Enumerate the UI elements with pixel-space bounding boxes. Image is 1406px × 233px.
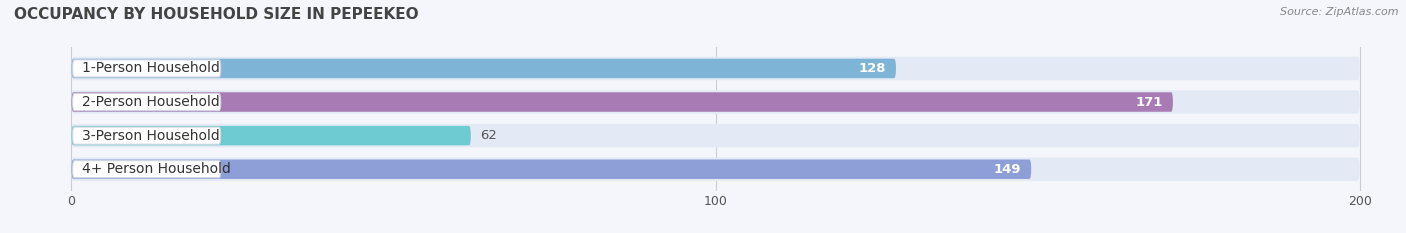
FancyBboxPatch shape [72, 158, 1360, 181]
Text: 2-Person Household: 2-Person Household [82, 95, 219, 109]
FancyBboxPatch shape [72, 57, 1360, 80]
Text: Source: ZipAtlas.com: Source: ZipAtlas.com [1281, 7, 1399, 17]
Text: 171: 171 [1136, 96, 1163, 109]
Text: OCCUPANCY BY HOUSEHOLD SIZE IN PEPEEKEO: OCCUPANCY BY HOUSEHOLD SIZE IN PEPEEKEO [14, 7, 419, 22]
Text: 1-Person Household: 1-Person Household [82, 62, 221, 75]
FancyBboxPatch shape [72, 90, 1360, 114]
Text: 3-Person Household: 3-Person Household [82, 129, 219, 143]
Text: 4+ Person Household: 4+ Person Household [82, 162, 231, 176]
FancyBboxPatch shape [73, 93, 221, 111]
FancyBboxPatch shape [72, 126, 471, 145]
FancyBboxPatch shape [73, 60, 221, 77]
FancyBboxPatch shape [73, 161, 221, 178]
FancyBboxPatch shape [72, 159, 1031, 179]
Text: 149: 149 [994, 163, 1022, 176]
FancyBboxPatch shape [72, 59, 896, 78]
FancyBboxPatch shape [73, 127, 221, 144]
FancyBboxPatch shape [72, 92, 1173, 112]
Text: 62: 62 [481, 129, 498, 142]
FancyBboxPatch shape [72, 124, 1360, 147]
Text: 128: 128 [859, 62, 886, 75]
